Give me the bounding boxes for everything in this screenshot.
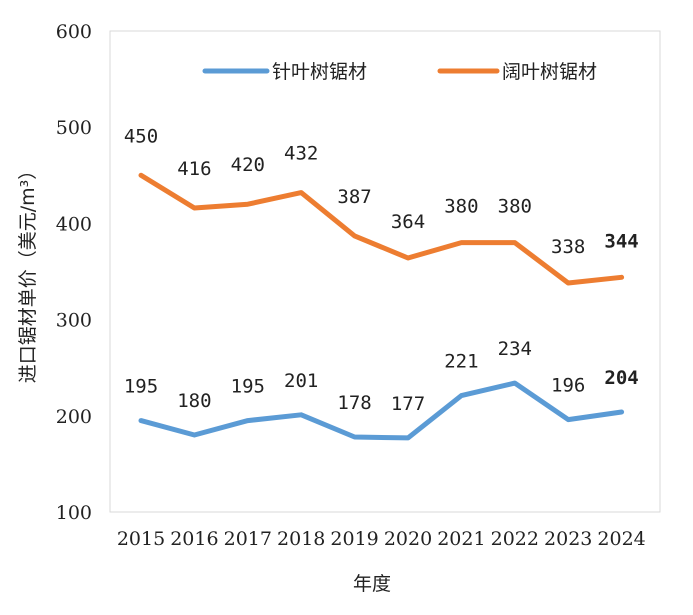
series-line-1 [138,172,625,286]
x-axis-title: 年度 [353,573,391,595]
data-label: 196 [551,375,585,397]
data-label: 177 [391,393,425,415]
data-label: 380 [444,196,478,218]
data-label: 180 [177,390,211,412]
data-label: 338 [551,236,585,258]
data-label: 416 [177,158,211,180]
y-tick-label: 500 [56,117,92,139]
data-label: 432 [284,143,318,165]
data-label: 344 [604,230,638,252]
y-axis-title: 进口锯材单价（美元/m³） [17,161,39,384]
legend: 针叶树锯材 阔叶树锯材 [202,61,597,83]
x-tick-label: 2020 [384,528,432,550]
data-label: 178 [337,392,371,414]
x-tick-label: 2024 [597,528,645,550]
x-tick-label: 2018 [277,528,325,550]
data-label: 204 [604,367,638,389]
legend-label-softwood: 针叶树锯材 [272,61,367,83]
plot-area-border [109,30,661,513]
data-label: 195 [231,376,265,398]
x-tick-label: 2022 [491,528,539,550]
x-tick-label: 2019 [330,528,378,550]
y-tick-label: 600 [56,21,92,43]
data-label: 364 [391,211,425,233]
data-label: 380 [498,196,532,218]
x-tick-label: 2017 [224,528,272,550]
data-label: 420 [231,154,265,176]
data-label: 234 [498,338,532,360]
data-label: 201 [284,370,318,392]
x-axis-ticks: 2015 2016 2017 2018 2019 2020 2021 2022 2023 2024 [117,528,646,550]
y-tick-label: 200 [56,406,92,428]
data-label: 221 [444,351,478,373]
x-tick-label: 2021 [437,528,485,550]
data-labels: 195 180 195 201 178 177 221 234 196 204 450 416 420 4… [124,125,639,415]
y-tick-label: 300 [56,310,92,332]
data-label: 195 [124,376,158,398]
x-tick-label: 2015 [117,528,165,550]
y-tick-label: 400 [56,213,92,235]
data-label: 450 [124,125,158,147]
series-layer [138,172,625,441]
x-tick-label: 2023 [544,528,592,550]
series-line-0 [138,380,625,441]
data-label: 387 [337,186,371,208]
y-tick-label: 100 [56,502,92,524]
x-tick-label: 2016 [170,528,218,550]
legend-label-hardwood: 阔叶树锯材 [502,61,597,83]
y-axis-ticks: 600 500 400 300 200 100 [56,21,92,524]
